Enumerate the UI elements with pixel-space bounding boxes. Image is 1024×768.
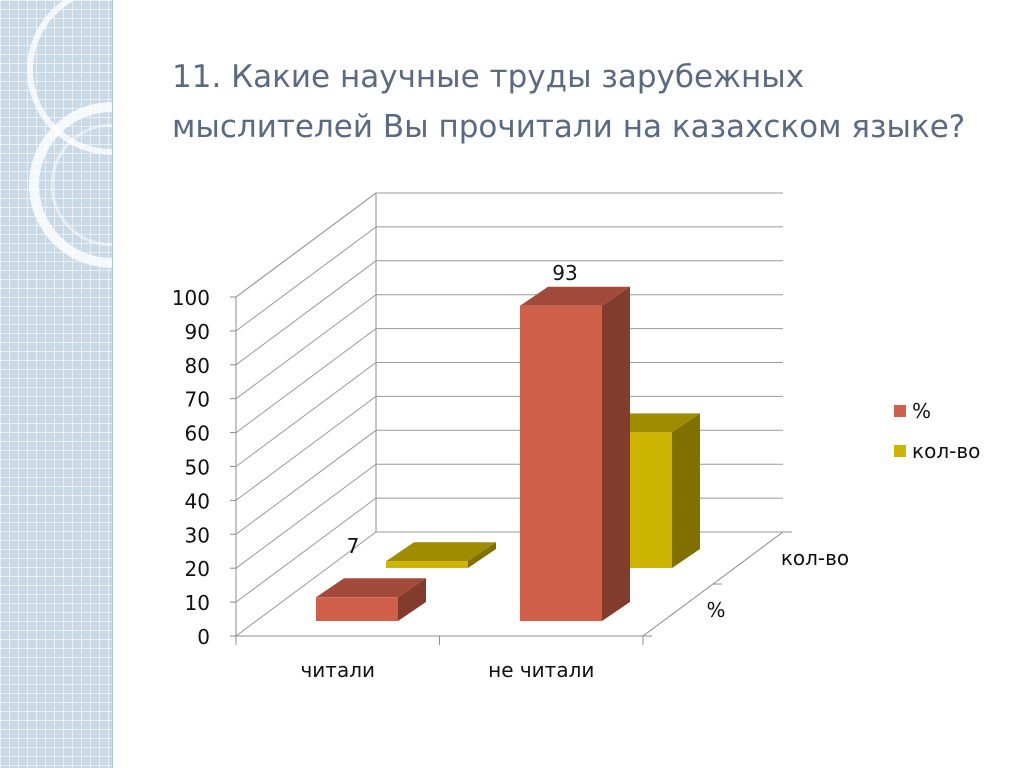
bar-count — [386, 542, 496, 568]
gridline — [235, 497, 783, 603]
legend-label: % — [912, 399, 931, 423]
chart-labels: 7 93 — [347, 261, 578, 558]
data-label: 93 — [552, 261, 577, 285]
y-tick-label: 50 — [185, 456, 210, 480]
y-tick-label: 90 — [185, 320, 210, 344]
y-tick-label: 100 — [172, 286, 210, 310]
chart-walls — [235, 192, 784, 637]
chart-bars — [316, 286, 700, 621]
back-wall-edge — [235, 192, 783, 298]
data-label: 7 — [347, 534, 360, 558]
bar-front — [316, 597, 398, 621]
y-tick-label: 80 — [185, 354, 210, 378]
bar-side — [672, 413, 700, 568]
gridline — [235, 362, 783, 467]
y-tick-label: 10 — [185, 591, 210, 615]
bar-percent — [520, 286, 630, 621]
y-tick-label: 70 — [185, 388, 210, 412]
bar-side — [398, 578, 426, 621]
y-tick-label: 0 — [197, 625, 210, 649]
depth-axis-label: кол-во — [781, 546, 849, 570]
chart-legend: % кол-во — [894, 399, 980, 463]
decorative-rings-icon — [27, 0, 112, 268]
chart-axes: 0 10 20 30 40 50 60 70 80 90 100 читали не читали% ко… — [172, 286, 849, 682]
legend-label: кол-во — [912, 439, 980, 463]
bar-top — [386, 542, 496, 562]
gridline — [235, 192, 783, 298]
bar-side — [602, 286, 630, 621]
y-tick-label: 30 — [185, 523, 210, 547]
x-tick-label: читали — [300, 658, 375, 682]
y-tick-label: 60 — [185, 422, 210, 446]
bar-top — [316, 578, 426, 598]
gridline — [235, 395, 783, 501]
gridline — [235, 294, 783, 400]
gridline — [235, 328, 783, 434]
gridlines — [235, 192, 783, 637]
bar-front — [520, 305, 602, 621]
x-tick-label: не читали — [488, 658, 594, 682]
decorative-side-panel — [0, 0, 113, 768]
y-tick-label: 40 — [185, 489, 210, 513]
bar-front — [386, 561, 468, 568]
gridline — [235, 226, 783, 332]
gridline — [235, 260, 783, 366]
gridline — [235, 429, 783, 535]
bar-percent — [316, 578, 426, 621]
y-tick-label: 20 — [185, 557, 210, 581]
legend-swatch — [894, 445, 906, 457]
bar-side — [468, 542, 496, 568]
depth-axis-label: % — [706, 598, 725, 622]
legend-swatch — [894, 405, 906, 417]
gridline — [235, 463, 783, 569]
slide-title: 11. Какие научные труды зарубежных мысли… — [172, 59, 966, 145]
bar-top — [520, 286, 630, 306]
